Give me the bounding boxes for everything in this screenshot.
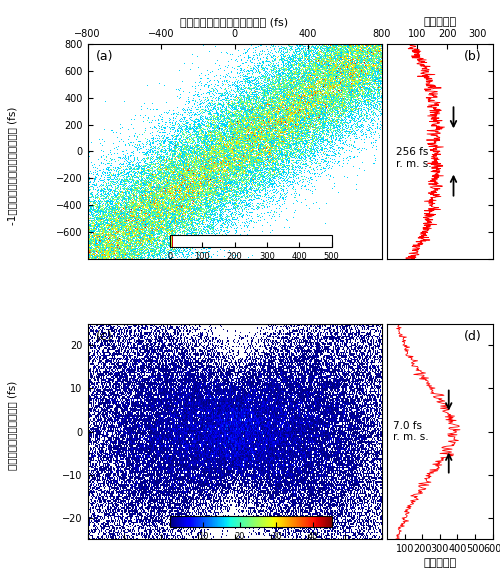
Text: (b): (b) xyxy=(464,50,482,63)
Text: フィッティング後の残差 (fs): フィッティング後の残差 (fs) xyxy=(8,381,18,470)
Text: (c): (c) xyxy=(96,331,113,343)
Text: (a): (a) xyxy=(96,50,114,63)
X-axis label: 透過光で計測したタイミング (fs): 透過光で計測したタイミング (fs) xyxy=(180,17,288,27)
Text: 7.0 fs
r. m. s.: 7.0 fs r. m. s. xyxy=(392,421,428,442)
Text: 256 fs
r. m. s.: 256 fs r. m. s. xyxy=(396,147,432,168)
X-axis label: ショット数: ショット数 xyxy=(424,559,456,568)
Text: -1次回折光で計測したタイミング (fs): -1次回折光で計測したタイミング (fs) xyxy=(8,107,18,226)
X-axis label: ショット数: ショット数 xyxy=(424,17,456,27)
Text: (d): (d) xyxy=(464,331,482,343)
